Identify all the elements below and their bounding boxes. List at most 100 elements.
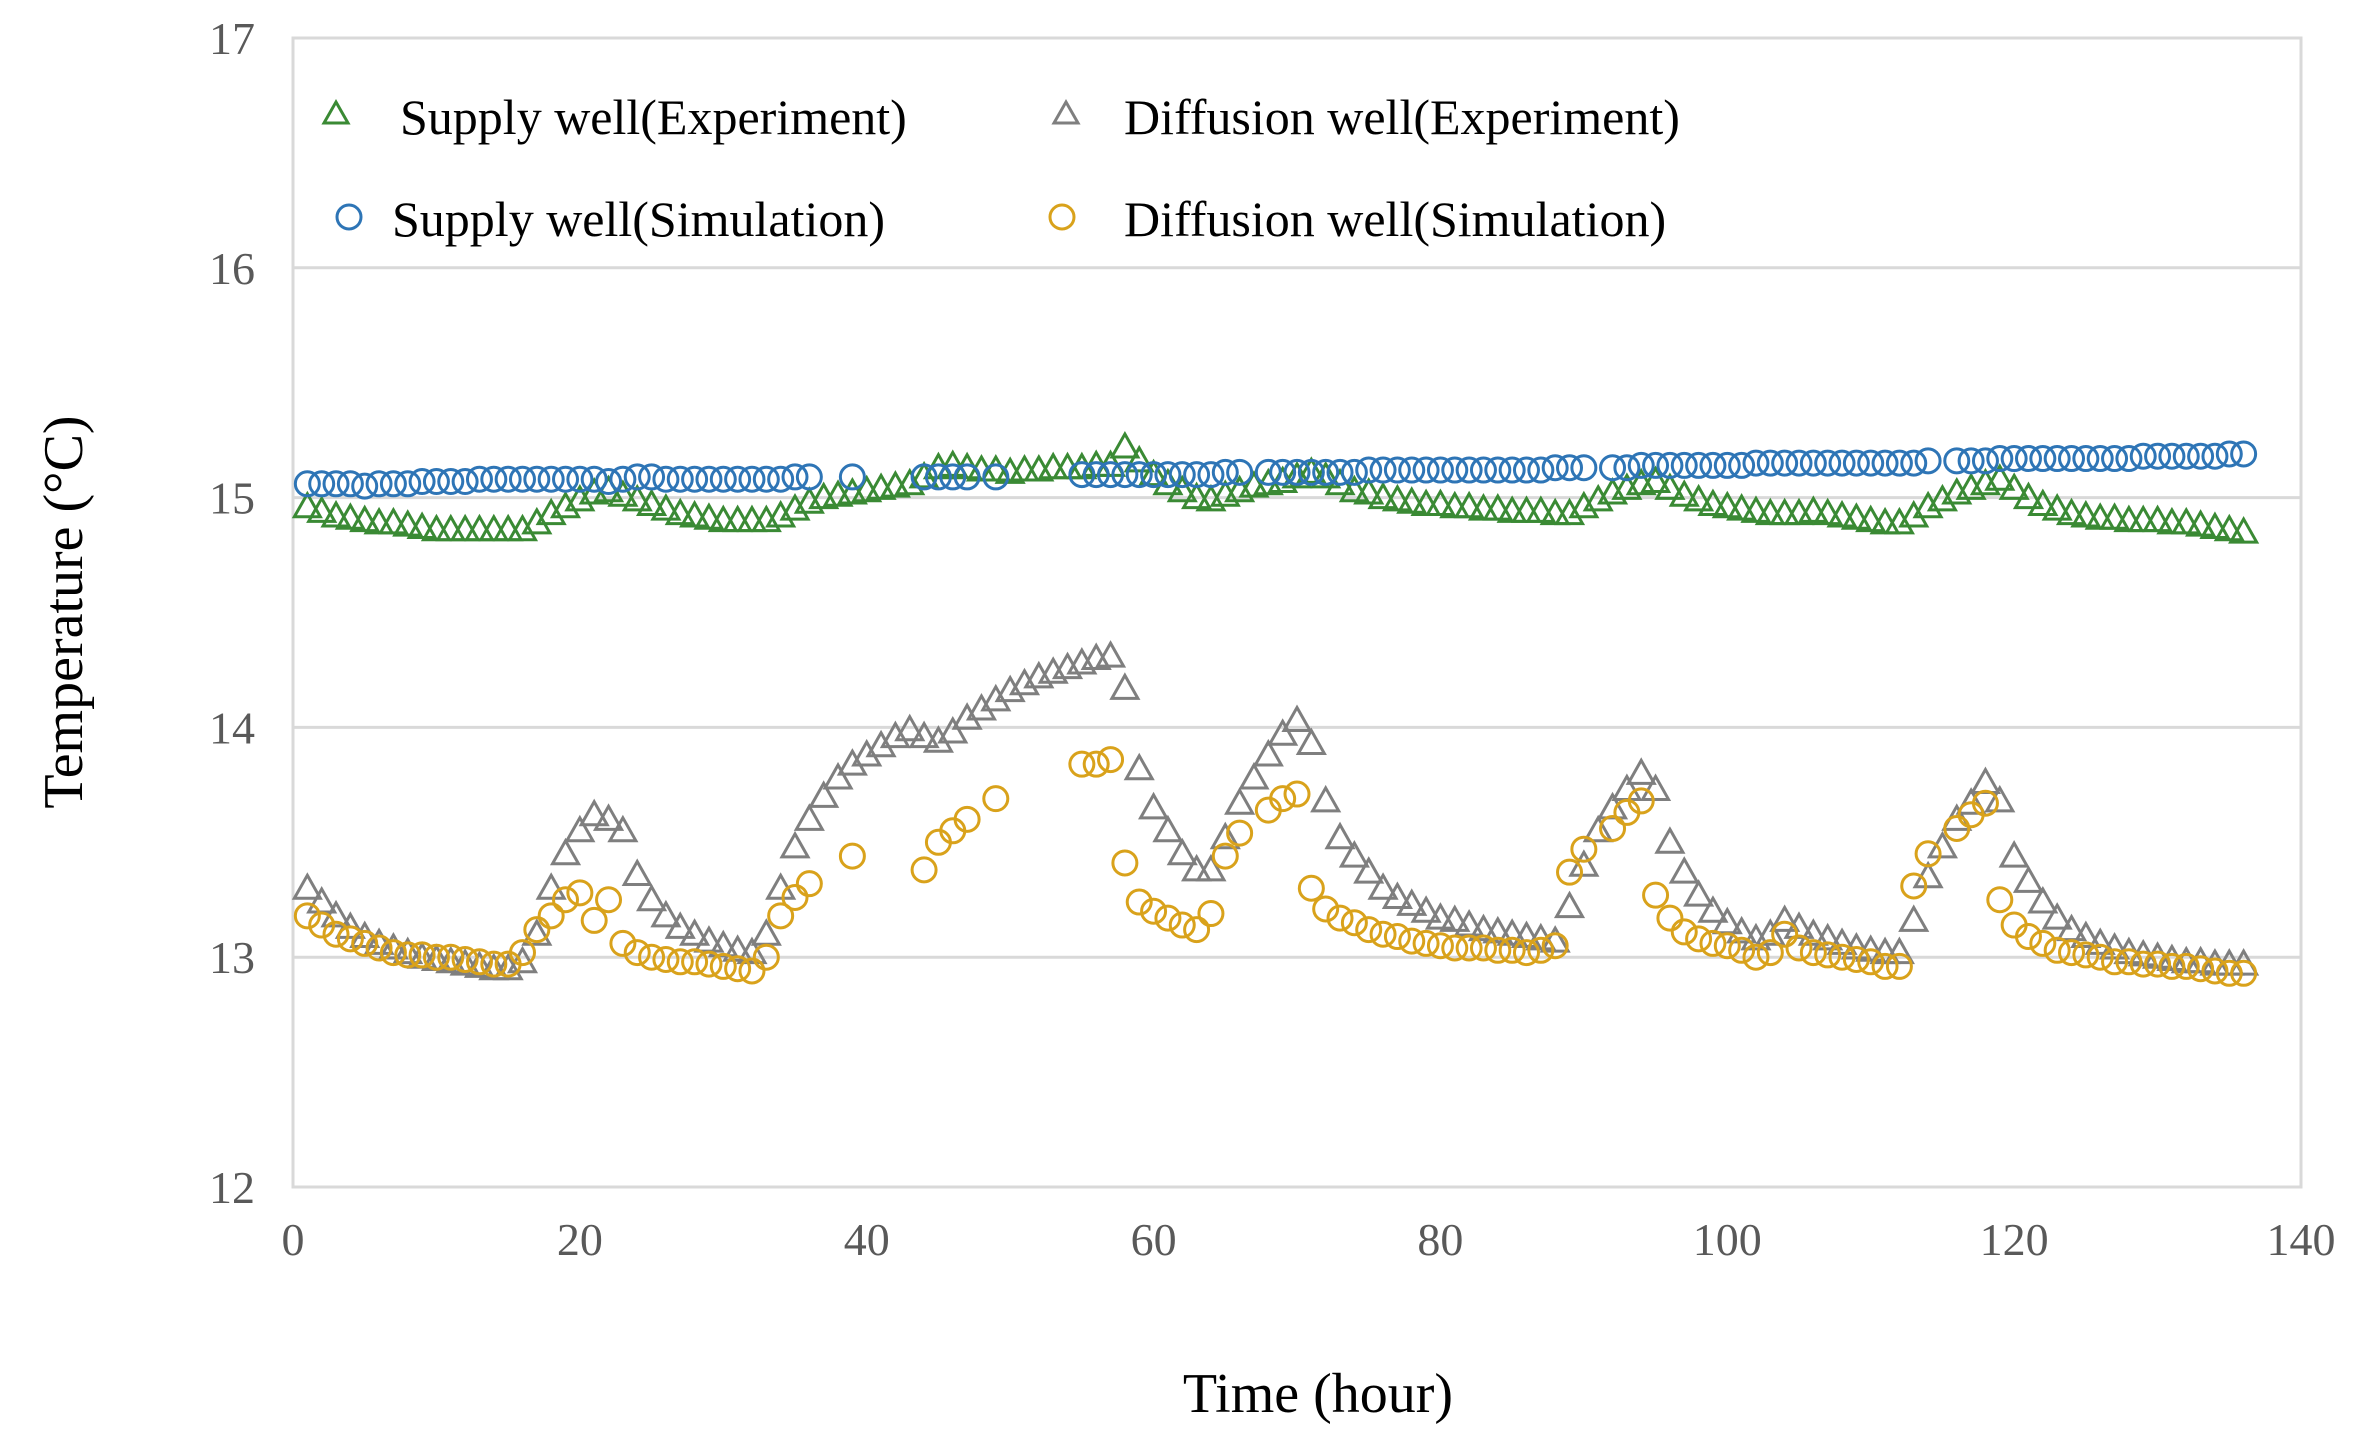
supply-experiment-point [1553,497,1586,526]
diffusion-simulation-point [1642,881,1670,909]
supply-simulation-point [1900,449,1928,477]
diffusion-experiment-point [1396,888,1428,916]
supply-experiment-point [2199,511,2231,539]
diffusion-simulation-point [638,943,666,971]
supply-simulation-point [1527,456,1555,484]
diffusion-experiment-point [937,715,969,744]
diffusion-experiment-point [1553,890,1586,919]
supply-simulation-point [1340,458,1368,486]
legend-label-diffusion-simulation: Diffusion well(Simulation) [1124,191,1666,247]
diffusion-simulation-point [1125,888,1153,916]
diffusion-simulation-point [1627,787,1655,815]
supply-experiment-point [636,488,668,516]
supply-experiment-point [521,506,553,535]
diffusion-experiment-point [1654,826,1686,854]
series-diffusion-simulation [293,746,2258,987]
legend-marker-supply-experiment [321,98,351,125]
diffusion-simulation-point [2172,952,2200,980]
diffusion-simulation-point [838,842,866,870]
supply-simulation-point [767,465,795,493]
diffusion-simulation-point [1971,789,1999,817]
supply-simulation-point [336,470,364,498]
diffusion-simulation-point [1097,746,1125,774]
supply-experiment-point [349,504,381,533]
diffusion-simulation-point [623,939,651,967]
diffusion-experiment-point [894,713,926,742]
supply-experiment-point [1525,495,1557,523]
diffusion-simulation-point [1312,895,1340,923]
diffusion-experiment-point [1883,936,1915,965]
diffusion-simulation-point [1340,909,1368,937]
supply-simulation-point [552,465,580,493]
diffusion-experiment-point [1984,784,2016,813]
supply-experiment-point [1697,488,1729,516]
diffusion-experiment-point [1797,918,1829,946]
supply-experiment-point [1726,493,1758,521]
diffusion-experiment-point [736,936,768,965]
supply-experiment-point [306,495,338,523]
diffusion-simulation-point [566,879,594,907]
supply-simulation-point [1642,451,1670,479]
diffusion-experiment-point [1683,879,1715,907]
supply-experiment-point [908,460,940,489]
x-tick-label: 60 [1131,1214,1177,1265]
diffusion-simulation-point [1570,835,1598,863]
supply-experiment-point [2041,493,2073,521]
supply-simulation-point [1297,458,1325,486]
diffusion-experiment-point [679,918,711,946]
supply-experiment-point [2070,499,2102,528]
x-tick-label: 40 [844,1214,890,1265]
data-points [291,430,2260,987]
supply-simulation-point [1226,458,1254,486]
supply-simulation-point [924,463,952,491]
supply-experiment-point [1568,490,1600,519]
diffusion-experiment-point [449,948,481,976]
supply-simulation-point [1283,458,1311,486]
supply-simulation-point [1885,449,1913,477]
diffusion-experiment-point [1668,856,1700,884]
supply-simulation-point [1857,449,1885,477]
supply-simulation-point [1498,456,1526,484]
supply-experiment-point [2055,497,2088,526]
diffusion-simulation-point [1670,918,1698,946]
diffusion-simulation-point [1355,916,1383,944]
supply-simulation-point [1125,461,1153,489]
supply-simulation-point [652,465,680,493]
supply-simulation-point [2158,442,2186,470]
diffusion-experiment-point [2084,927,2116,955]
supply-simulation-point [910,463,938,491]
diffusion-simulation-point [1211,842,1239,870]
supply-experiment-point [1396,486,1428,514]
supply-simulation-point [1914,447,1942,475]
diffusion-simulation-point [394,941,422,969]
diffusion-simulation-point [1297,874,1325,902]
supply-simulation-point [1871,449,1899,477]
diffusion-experiment-point [1439,904,1471,932]
diffusion-experiment-point [822,761,854,790]
supply-experiment-point [506,513,539,542]
diffusion-experiment-point [1195,853,1227,882]
diffusion-experiment-point [535,872,567,900]
supply-experiment-point [1797,495,1829,523]
diffusion-experiment-point [1224,787,1256,815]
diffusion-experiment-point [1338,840,1370,868]
supply-experiment-point [1109,430,1141,459]
legend-label-diffusion-experiment: Diffusion well(Experiment) [1124,89,1680,145]
diffusion-simulation-point [1871,952,1899,980]
x-tick-label: 80 [1417,1214,1463,1265]
diffusion-experiment-point [664,911,696,939]
diffusion-simulation-point [1828,943,1856,971]
supply-simulation-point [1842,449,1870,477]
diffusion-experiment-point [1123,752,1155,781]
supply-experiment-point [679,499,711,528]
supply-simulation-point [1140,461,1168,489]
supply-simulation-point [953,463,981,491]
supply-simulation-point [1656,451,1684,479]
supply-simulation-point [1943,447,1971,475]
diffusion-simulation-point [1756,939,1784,967]
supply-simulation-point [1254,458,1282,486]
diffusion-simulation-point [437,943,465,971]
supply-simulation-point [2201,442,2229,470]
supply-experiment-point [2213,513,2245,542]
supply-experiment-point [2012,481,2045,510]
